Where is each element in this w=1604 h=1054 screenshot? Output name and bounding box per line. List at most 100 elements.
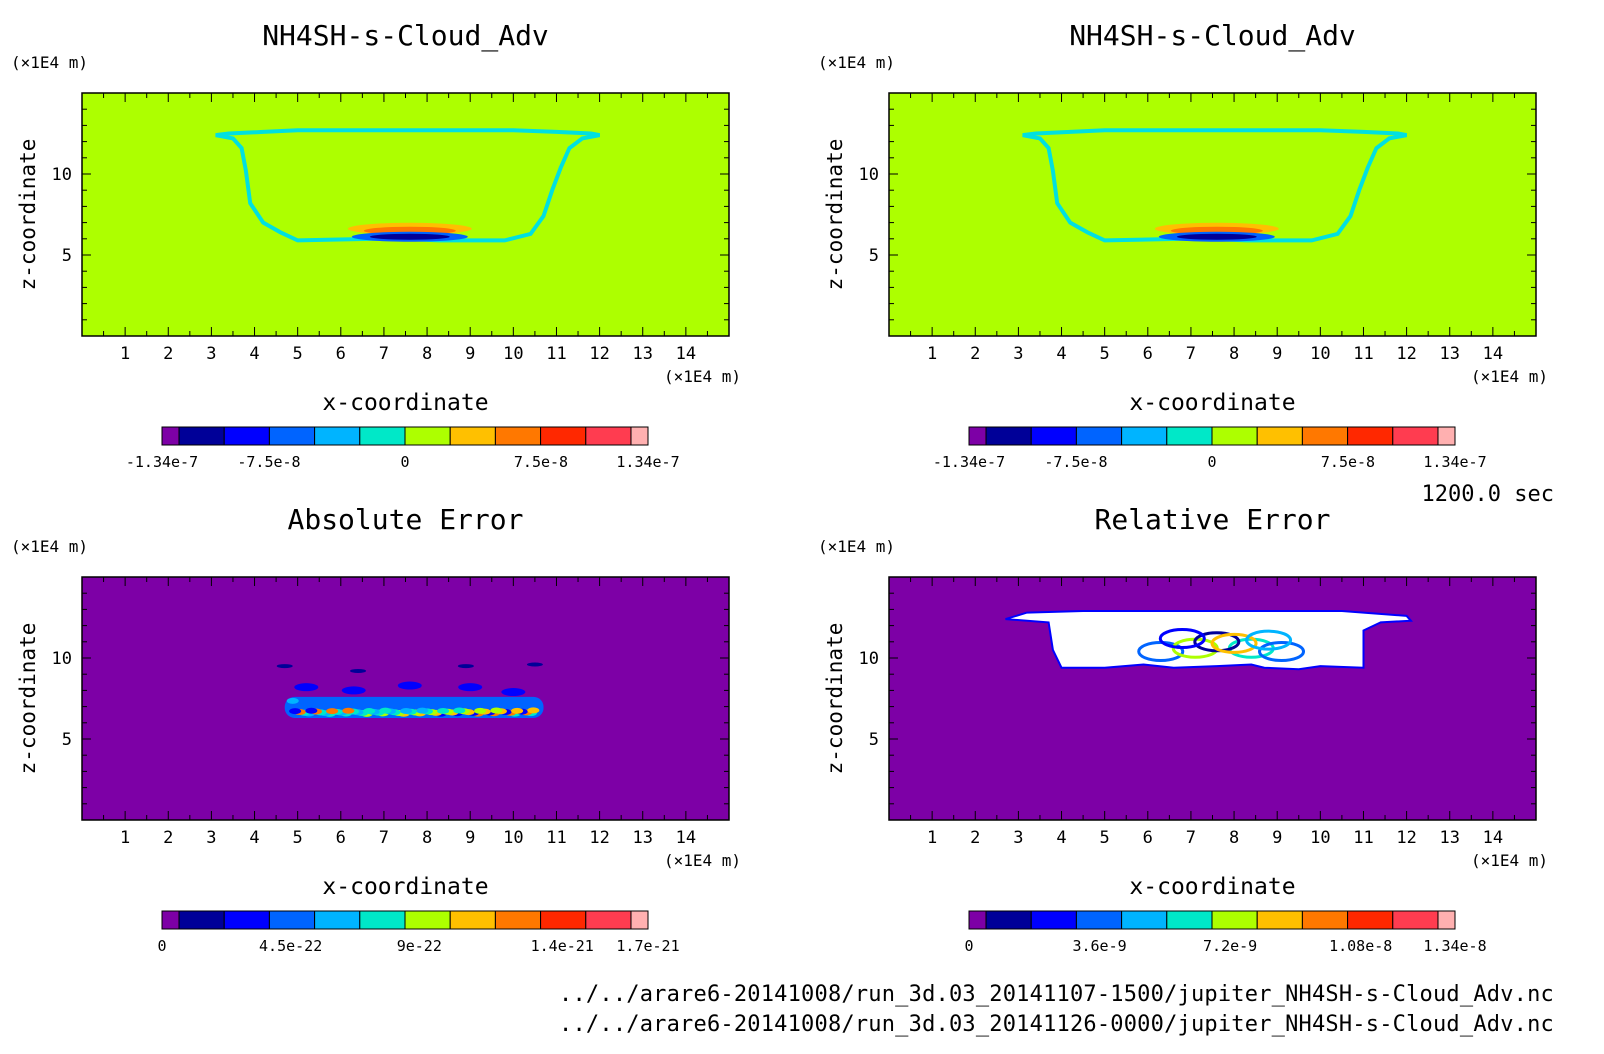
error-blob <box>416 707 429 714</box>
field-layer <box>215 128 600 243</box>
colorbar-swatch <box>968 910 987 930</box>
panel-3: Absolute Error(×1E4 m)1 2 3 4 5 6 7 8 9 10 11 12 13 1… <box>11 503 741 955</box>
colorbar-swatch <box>161 910 180 930</box>
x-tick-label: 14 <box>676 828 696 848</box>
colorbar-label: -1.34e-7 <box>126 453 198 471</box>
file-path-1: ../../arare6-20141008/run_3d.03_20141107… <box>559 982 1554 1007</box>
colorbar-swatch <box>178 910 225 930</box>
error-blob <box>326 708 339 715</box>
y-tick-label: 5 <box>62 246 72 266</box>
y-tick-label: 10 <box>859 649 879 669</box>
x-tick-label: 2 <box>163 828 173 848</box>
x-tick-label: 9 <box>1272 344 1282 364</box>
error-speck <box>350 668 367 673</box>
colorbar-swatch <box>268 910 316 930</box>
colorbar-swatch <box>1347 426 1394 446</box>
colorbar-swatch <box>1121 910 1168 930</box>
plot-background <box>82 93 729 336</box>
x-tick-label: 9 <box>1272 828 1282 848</box>
colorbar-swatch <box>223 426 270 446</box>
x-tick-label: 2 <box>970 344 980 364</box>
x-tick-label: 5 <box>1100 344 1110 364</box>
x-tick-label: 4 <box>249 828 259 848</box>
y-tick-label: 10 <box>52 649 72 669</box>
error-blob <box>341 686 366 695</box>
panel-title: Relative Error <box>1094 503 1330 536</box>
colorbar-swatch <box>585 426 632 446</box>
colorbar-swatch <box>1437 910 1456 930</box>
y-unit-label: (×1E4 m) <box>11 537 88 556</box>
panel-title: Absolute Error <box>287 503 523 536</box>
x-tick-label: 13 <box>1439 344 1459 364</box>
y-axis-label: z-coordinate <box>16 623 40 775</box>
colorbar-label: 1.7e-21 <box>616 937 679 955</box>
colorbar-swatch <box>1437 426 1456 446</box>
panel-title: NH4SH-s-Cloud_Adv <box>262 19 549 53</box>
x-tick-label: 5 <box>1100 828 1110 848</box>
colorbar-swatch <box>161 426 180 446</box>
x-tick-label: 3 <box>206 828 216 848</box>
x-tick-label: 1 <box>927 828 937 848</box>
error-blob <box>490 707 503 714</box>
y-unit-label: (×1E4 m) <box>818 53 895 72</box>
colorbar-swatch <box>1392 426 1439 446</box>
field-layer <box>1022 128 1407 243</box>
error-blob <box>458 683 483 692</box>
colorbar-swatch <box>1301 910 1349 930</box>
colorbar-swatch <box>1256 426 1303 446</box>
x-tick-label: 3 <box>206 344 216 364</box>
x-tick-label: 6 <box>336 344 346 364</box>
y-unit-label: (×1E4 m) <box>11 53 88 72</box>
colorbar-swatch <box>630 910 649 930</box>
y-tick-label: 5 <box>62 730 72 750</box>
error-blob <box>437 707 450 714</box>
time-label: 1200.0 sec <box>1421 482 1554 507</box>
colorbar-swatch <box>449 426 496 446</box>
colorbar-swatch <box>1301 426 1349 446</box>
x-tick-label: 7 <box>1186 344 1196 364</box>
y-unit-label: (×1E4 m) <box>818 537 895 556</box>
colorbar-swatch <box>1392 910 1439 930</box>
x-tick-label: 10 <box>1310 344 1330 364</box>
x-tick-label: 10 <box>503 828 523 848</box>
field-layer <box>1005 610 1414 671</box>
x-tick-label: 12 <box>589 828 609 848</box>
x-tick-label: 7 <box>379 344 389 364</box>
error-blob <box>453 707 466 714</box>
file-path-2: ../../arare6-20141008/run_3d.03_20141126… <box>559 1012 1554 1037</box>
negative-anomaly-inner <box>1176 233 1257 240</box>
error-contour <box>1210 632 1258 654</box>
error-contour <box>1245 629 1293 651</box>
x-unit-label: (×1E4 m) <box>1471 367 1548 386</box>
x-tick-label: 14 <box>676 344 696 364</box>
panel-4: Relative Error(×1E4 m)1 2 3 4 5 6 7 8 9 10 11 12 13 1… <box>818 503 1548 955</box>
colorbar-swatch <box>1256 910 1303 930</box>
x-axis-label: x-coordinate <box>322 874 488 900</box>
error-blob <box>474 707 487 714</box>
x-tick-label: 4 <box>249 344 259 364</box>
colorbar-swatch <box>268 426 316 446</box>
y-tick-label: 5 <box>869 246 879 266</box>
colorbar-label: 1.08e-8 <box>1329 937 1392 955</box>
x-tick-label: 8 <box>1229 344 1239 364</box>
colorbar-swatch <box>1030 426 1077 446</box>
colorbar-swatch <box>1211 426 1258 446</box>
panel-2: NH4SH-s-Cloud_Adv(×1E4 m)1 2 3 4 5 6 7 8 9 10 11 12… <box>818 19 1548 471</box>
cloud-outline <box>215 128 600 243</box>
x-tick-label: 4 <box>1056 828 1066 848</box>
x-tick-label: 7 <box>379 828 389 848</box>
colorbar: 0 4.5e-22 9e-22 1.4e-21 1.7e-21 <box>157 910 680 955</box>
x-unit-label: (×1E4 m) <box>664 367 741 386</box>
colorbar: -1.34e-7 -7.5e-8 0 7.5e-8 1.34e-7 <box>933 426 1487 471</box>
y-tick-label: 10 <box>52 165 72 185</box>
colorbar-label: 3.6e-9 <box>1072 937 1126 955</box>
x-unit-label: (×1E4 m) <box>664 851 741 870</box>
colorbar-label: -7.5e-8 <box>237 453 300 471</box>
colorbar-label: 7.5e-8 <box>1321 453 1375 471</box>
x-tick-label: 2 <box>163 344 173 364</box>
error-blob <box>400 708 413 714</box>
colorbar-swatch <box>494 910 542 930</box>
x-tick-label: 3 <box>1013 344 1023 364</box>
error-blob <box>305 707 318 714</box>
